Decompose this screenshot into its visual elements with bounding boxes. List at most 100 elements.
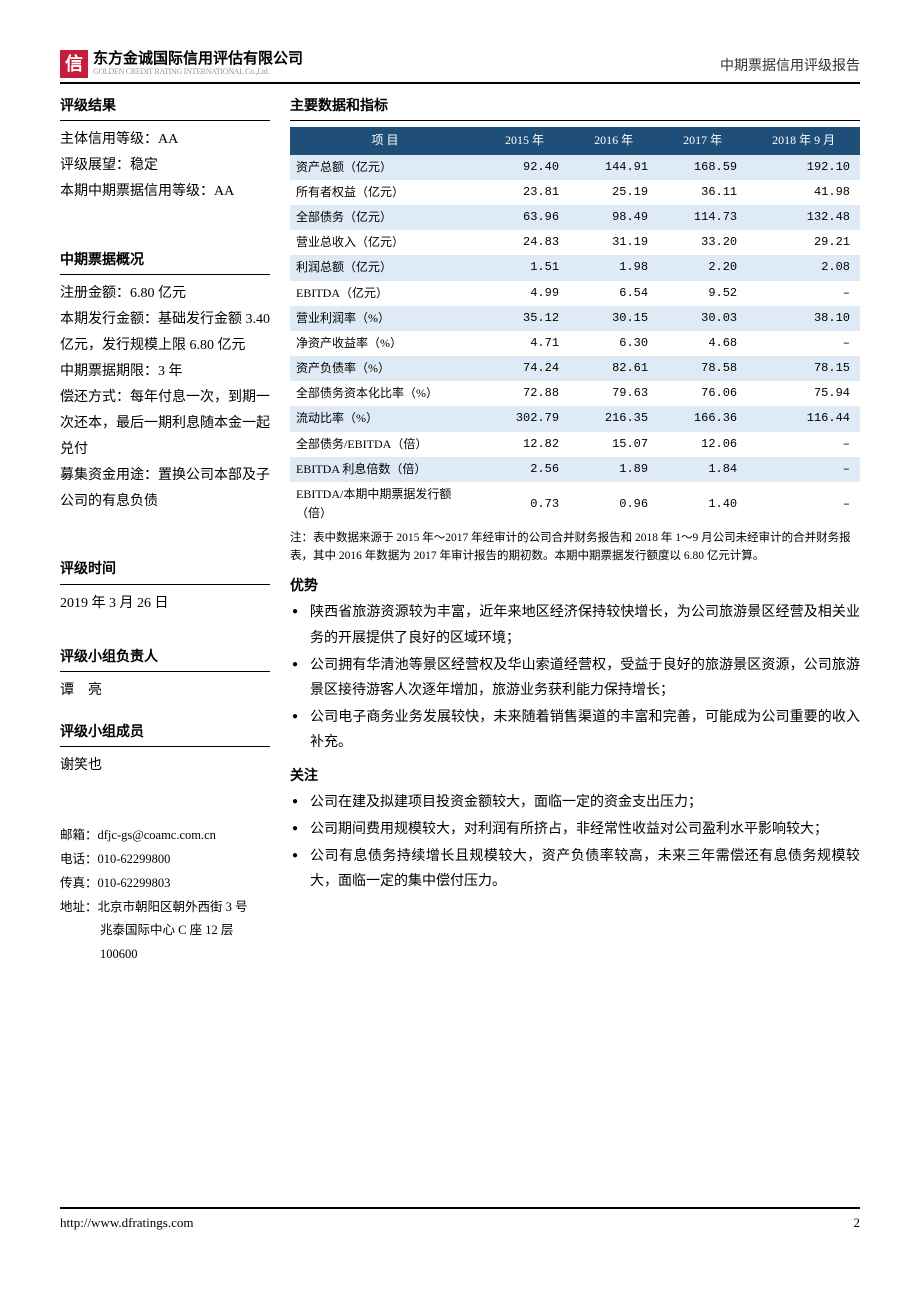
table-cell-value: 33.20 [658,230,747,255]
lead-title: 评级小组负责人 [60,647,270,672]
concerns-title: 关注 [290,766,860,788]
table-cell-value: 35.12 [480,306,569,331]
table-row: 流动比率（%）302.79216.35166.36116.44 [290,406,860,431]
phone-value: 010-62299800 [98,852,171,866]
rating-line: 本期中期票据信用等级：AA [60,179,270,205]
contact-address-l1: 地址：北京市朝阳区朝外西街 3 号 [60,896,270,920]
phone-label: 电话： [60,852,98,866]
right-column: 主要数据和指标 项 目 2015 年 2016 年 2017 年 2018 年 … [290,92,860,967]
list-item: 公司电子商务业务发展较快，未来随着销售渠道的丰富和完善，可能成为公司重要的收入补… [290,705,860,755]
addr-label: 地址： [60,900,98,914]
email-label: 邮箱： [60,828,98,842]
list-item: 陕西省旅游资源较为丰富，近年来地区经济保持较快增长，为公司旅游景区经营及相关业务… [290,600,860,650]
rating-line: 主体信用等级：AA [60,127,270,153]
table-cell-label: 资产总额（亿元） [290,155,480,180]
table-header-col: 2015 年 [480,127,569,154]
logo-icon: 信 [60,50,88,78]
table-cell-value: 2.20 [658,255,747,280]
table-cell-value: 4.68 [658,331,747,356]
footer-page: 2 [854,1213,861,1234]
table-cell-value: 92.40 [480,155,569,180]
table-cell-value: 1.89 [569,457,658,482]
table-cell-value: 15.07 [569,432,658,457]
table-cell-value: 4.99 [480,281,569,306]
table-cell-value: – [747,432,860,457]
table-cell-label: 全部债务（亿元） [290,205,480,230]
table-cell-value: 6.54 [569,281,658,306]
lead-block: 评级小组负责人 谭 亮 [60,647,270,704]
table-cell-label: EBITDA（亿元） [290,281,480,306]
table-cell-label: 全部债务资本化比率（%） [290,381,480,406]
table-cell-value: 2.56 [480,457,569,482]
table-cell-value: 63.96 [480,205,569,230]
member-block: 评级小组成员 谢笑也 [60,722,270,779]
advantages-title: 优势 [290,576,860,598]
table-cell-value: 168.59 [658,155,747,180]
mtn-overview-block: 中期票据概况 注册金额：6.80 亿元 本期发行金额：基础发行金额 3.40 亿… [60,250,270,514]
main-content: 评级结果 主体信用等级：AA 评级展望：稳定 本期中期票据信用等级：AA 中期票… [60,92,860,967]
table-row: 利润总额（亿元）1.511.982.202.08 [290,255,860,280]
table-cell-value: 82.61 [569,356,658,381]
list-item: 公司有息债务持续增长且规模较大，资产负债率较高，未来三年需偿还有息债务规模较大，… [290,844,860,894]
table-cell-label: 营业利润率（%） [290,306,480,331]
table-cell-value: 1.98 [569,255,658,280]
table-cell-value: 41.98 [747,180,860,205]
table-header-col: 2018 年 9 月 [747,127,860,154]
rating-result-title: 评级结果 [60,96,270,121]
table-cell-label: 全部债务/EBITDA（倍） [290,432,480,457]
table-cell-value: 0.73 [480,482,569,526]
table-cell-value: 2.08 [747,255,860,280]
table-row: 全部债务资本化比率（%）72.8879.6376.0675.94 [290,381,860,406]
table-row: 全部债务（亿元）63.9698.49114.73132.48 [290,205,860,230]
table-cell-value: 0.96 [569,482,658,526]
table-header-col: 2016 年 [569,127,658,154]
rating-line: 评级展望：稳定 [60,153,270,179]
table-cell-value: – [747,281,860,306]
table-cell-label: 资产负债率（%） [290,356,480,381]
table-row: 净资产收益率（%）4.716.304.68– [290,331,860,356]
table-cell-label: EBITDA/本期中期票据发行额（倍） [290,482,480,526]
table-cell-value: 1.40 [658,482,747,526]
table-cell-value: 302.79 [480,406,569,431]
table-cell-value: 12.06 [658,432,747,457]
contact-address-l3: 100600 [60,943,270,967]
lead-text: 谭 亮 [60,678,270,704]
table-cell-value: 31.19 [569,230,658,255]
table-cell-value: 1.84 [658,457,747,482]
table-cell-value: 114.73 [658,205,747,230]
table-cell-label: 净资产收益率（%） [290,331,480,356]
contact-email: 邮箱：dfjc-gs@coamc.com.cn [60,824,270,848]
table-cell-value: 30.03 [658,306,747,331]
table-cell-value: 144.91 [569,155,658,180]
concerns-list: 公司在建及拟建项目投资金额较大，面临一定的资金支出压力；公司期间费用规模较大，对… [290,790,860,895]
table-cell-label: EBITDA 利息倍数（倍） [290,457,480,482]
table-cell-value: 72.88 [480,381,569,406]
contact-phone: 电话：010-62299800 [60,848,270,872]
table-cell-label: 利润总额（亿元） [290,255,480,280]
table-note: 注：表中数据来源于 2015 年～2017 年经审计的公司合并财务报告和 201… [290,530,860,566]
table-cell-value: 30.15 [569,306,658,331]
table-row: 资产总额（亿元）92.40144.91168.59192.10 [290,155,860,180]
table-cell-value: 1.51 [480,255,569,280]
mtn-overview-title: 中期票据概况 [60,250,270,275]
page-footer: http://www.dfratings.com 2 [60,1207,860,1234]
table-cell-label: 流动比率（%） [290,406,480,431]
rating-time-text: 2019 年 3 月 26 日 [60,591,270,617]
data-table: 项 目 2015 年 2016 年 2017 年 2018 年 9 月 资产总额… [290,127,860,526]
rating-time-block: 评级时间 2019 年 3 月 26 日 [60,559,270,616]
rating-result-block: 评级结果 主体信用等级：AA 评级展望：稳定 本期中期票据信用等级：AA [60,96,270,205]
left-column: 评级结果 主体信用等级：AA 评级展望：稳定 本期中期票据信用等级：AA 中期票… [60,92,270,967]
doc-type: 中期票据信用评级报告 [720,56,860,78]
table-cell-value: 166.36 [658,406,747,431]
rating-result-text: 主体信用等级：AA 评级展望：稳定 本期中期票据信用等级：AA [60,127,270,205]
table-cell-value: 23.81 [480,180,569,205]
table-cell-label: 营业总收入（亿元） [290,230,480,255]
table-cell-value: 24.83 [480,230,569,255]
member-text: 谢笑也 [60,753,270,779]
list-item: 公司拥有华清池等景区经营权及华山索道经营权，受益于良好的旅游景区资源，公司旅游景… [290,653,860,703]
page-header: 信 东方金诚国际信用评估有限公司 GOLDEN CREDIT RATING IN… [60,50,860,84]
table-cell-value: – [747,457,860,482]
email-value: dfjc-gs@coamc.com.cn [98,828,216,842]
table-cell-value: 79.63 [569,381,658,406]
table-cell-value: 36.11 [658,180,747,205]
